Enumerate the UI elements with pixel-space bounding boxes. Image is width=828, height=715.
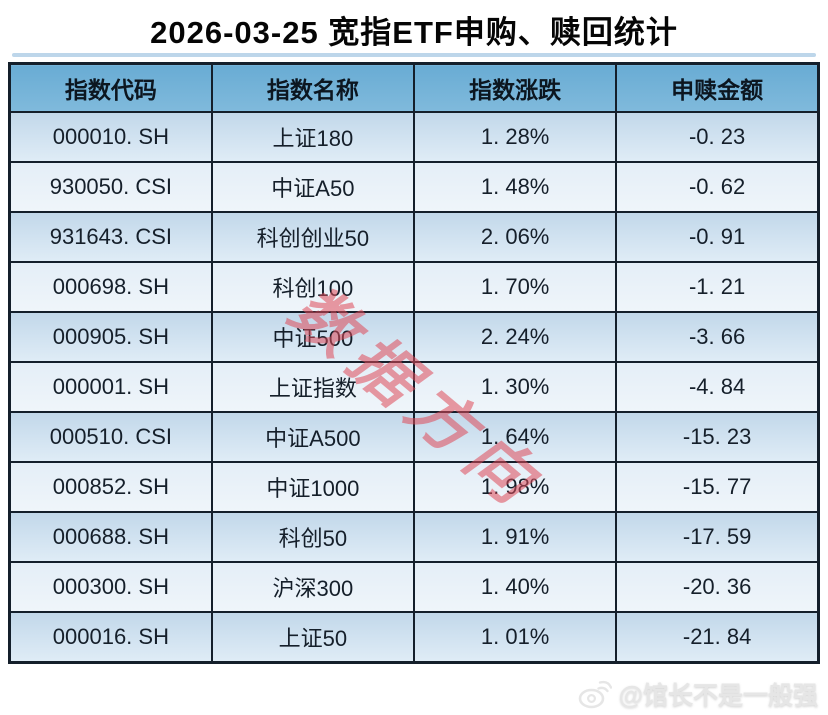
table-cell: 1. 64% [412,411,618,463]
table-cell: 1. 01% [412,611,618,664]
decorative-strip [12,53,816,57]
table-cell: -20. 36 [615,561,820,613]
table-cell: 000688. SH [8,511,213,563]
table-cell: 上证指数 [210,361,416,413]
table-row: 000510. CSI 中证A500 1. 64% -15. 23 [8,411,820,463]
table-cell: 931643. CSI [8,211,213,263]
table-cell: 上证180 [210,111,416,163]
table-row: 000688. SH 科创50 1. 91% -17. 59 [8,511,820,563]
table-cell: 中证A500 [210,411,416,463]
page-title: 2026-03-25 宽指ETF申购、赎回统计 [150,15,678,50]
table-cell: 000510. CSI [8,411,213,463]
header-net-amount: 申赎金额 [615,62,820,113]
table-cell: 1. 48% [412,161,618,213]
table-cell: 中证500 [210,311,416,363]
table-cell: 科创创业50 [210,211,416,263]
table-cell: -0. 91 [615,211,820,263]
table-cell: 上证50 [210,611,416,664]
header-index-code: 指数代码 [8,62,213,113]
table-cell: 1. 30% [412,361,618,413]
table-cell: -0. 23 [615,111,820,163]
table-cell: 000905. SH [8,311,213,363]
table-cell: 1. 40% [412,561,618,613]
header-row: 指数代码 指数名称 指数涨跌 申赎金额 [8,62,820,113]
table-cell: 沪深300 [210,561,416,613]
table-row: 000001. SH 上证指数 1. 30% -4. 84 [8,361,820,413]
header-index-name: 指数名称 [210,62,416,113]
table-cell: 1. 70% [412,261,618,313]
table-cell: 2. 06% [412,211,618,263]
weibo-watermark: @馆长不是一般强 [578,676,818,712]
table-cell: -17. 59 [615,511,820,563]
table-cell: 1. 28% [412,111,618,163]
table-cell: -4. 84 [615,361,820,413]
table-row: 000698. SH 科创100 1. 70% -1. 21 [8,261,820,313]
table-row: 000852. SH 中证1000 1. 98% -15. 77 [8,461,820,513]
table-cell: 000001. SH [8,361,213,413]
table-cell: -1. 21 [615,261,820,313]
table-cell: 000852. SH [8,461,213,513]
table-cell: 科创50 [210,511,416,563]
table-row: 000010. SH 上证180 1. 28% -0. 23 [8,111,820,163]
table-row: 930050. CSI 中证A50 1. 48% -0. 62 [8,161,820,213]
table-cell: -0. 62 [615,161,820,213]
table-cell: 中证A50 [210,161,416,213]
table-cell: 中证1000 [210,461,416,513]
table-cell: 科创100 [210,261,416,313]
weibo-watermark-text: @馆长不是一般强 [618,682,818,710]
table-header: 指数代码 指数名称 指数涨跌 申赎金额 [8,62,820,113]
table-row: 931643. CSI 科创创业50 2. 06% -0. 91 [8,211,820,263]
table-cell: 930050. CSI [8,161,213,213]
table-cell: -15. 77 [615,461,820,513]
table-cell: -15. 23 [615,411,820,463]
table-cell: 000010. SH [8,111,213,163]
table-cell: 1. 91% [412,511,618,563]
table-row: 000016. SH 上证50 1. 01% -21. 84 [8,611,820,664]
etf-statistics-table: 指数代码 指数名称 指数涨跌 申赎金额 000010. SH 上证180 1. 28… [8,62,820,664]
header-index-change: 指数涨跌 [412,62,618,113]
table-body: 000010. SH 上证180 1. 28% -0. 23 930050. CSI 中证… [8,111,820,664]
table-cell: 000016. SH [8,611,213,664]
table-cell: 000300. SH [8,561,213,613]
table-row: 000905. SH 中证500 2. 24% -3. 66 [8,311,820,363]
table-cell: -3. 66 [615,311,820,363]
table-cell: 000698. SH [8,261,213,313]
table-cell: 2. 24% [412,311,618,363]
weibo-icon [578,679,612,709]
table-cell: -21. 84 [615,611,820,664]
table-row: 000300. SH 沪深300 1. 40% -20. 36 [8,561,820,613]
table-cell: 1. 98% [412,461,618,513]
